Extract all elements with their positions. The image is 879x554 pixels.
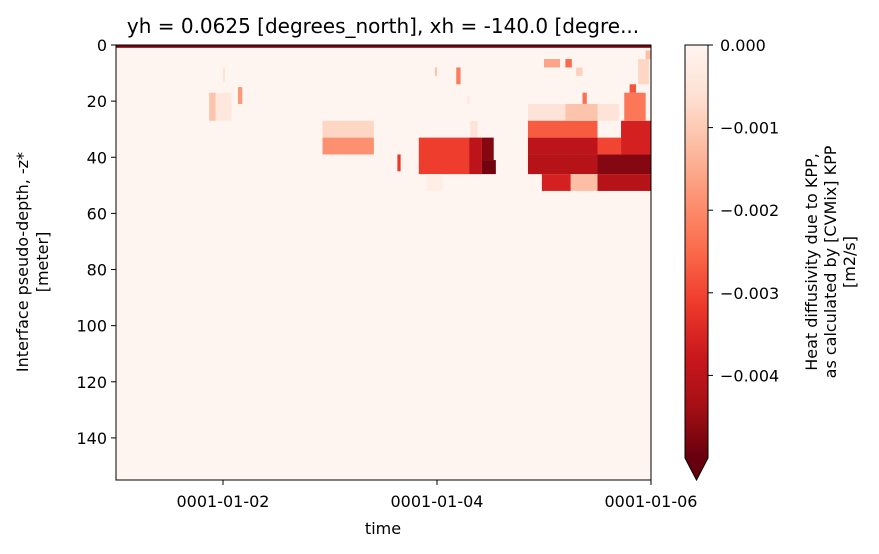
heatmap-cells (116, 45, 651, 191)
heatmap-cell (544, 59, 561, 68)
heatmap-cell (237, 87, 243, 104)
y-tick-label: 60 (87, 204, 107, 223)
heatmap-cell (469, 137, 482, 175)
heatmap-cell (223, 67, 226, 82)
y-tick-label: 140 (76, 429, 107, 448)
heatmap-cell (466, 95, 471, 104)
heatmap-cell (322, 120, 374, 138)
heatmap-cell (209, 92, 216, 121)
x-axis-label: time (365, 519, 401, 538)
heatmap-cell (481, 160, 496, 175)
heatmap-cell (434, 67, 437, 76)
colorbar-gradient (685, 45, 708, 458)
y-tick-label: 0 (97, 36, 107, 55)
colorbar-tick-label: −0.003 (720, 284, 779, 303)
colorbar-tick-label: 0.000 (720, 36, 766, 55)
y-axis-label-line-1: Interface pseudo-depth, -z* (13, 152, 32, 372)
colorbar-frame (684, 44, 709, 482)
colorbar-tick-label: −0.004 (720, 366, 779, 385)
x-axis: 0001-01-02 0001-01-04 0001-01-06 (177, 480, 698, 511)
heatmap-cell (397, 154, 401, 172)
heatmap-cell (470, 120, 478, 138)
heatmap-cell (570, 174, 598, 191)
heatmap-cell (541, 174, 571, 191)
colorbar-label: Heat diffusivity due to KPP, as calculat… (802, 145, 859, 378)
y-tick-label: 120 (76, 373, 107, 392)
heatmap-cell (597, 154, 651, 175)
y-axis: 0 20 40 60 80 100 120 140 (76, 36, 116, 448)
chart-title: yh = 0.0625 [degrees_north], xh = -140.0… (127, 14, 639, 38)
heatmap-cell (456, 67, 461, 85)
x-tick-label: 0001-01-02 (177, 492, 270, 511)
heatmap-cell (527, 154, 598, 175)
heatmap-cell (527, 137, 598, 155)
heatmap-cell (527, 120, 598, 138)
heatmap-cell (621, 120, 651, 155)
heatmap-cell (322, 137, 374, 155)
heatmap-cell (582, 92, 587, 104)
colorbar-ticks: 0.000 −0.001 −0.002 −0.003 −0.004 (708, 36, 779, 385)
colorbar-extend-triangle (685, 458, 708, 480)
colorbar-label-line-3: [m2/s] (840, 236, 859, 288)
y-axis-label-line-2: [meter] (33, 232, 52, 293)
y-tick-label: 20 (87, 92, 107, 111)
y-tick-label: 100 (76, 317, 107, 336)
colorbar-tick-label: −0.002 (720, 201, 779, 220)
x-tick-label: 0001-01-06 (605, 492, 698, 511)
y-axis-label: Interface pseudo-depth, -z* [meter] (13, 152, 52, 372)
heatmap-cell (629, 84, 637, 93)
heatmap-cell (597, 137, 622, 155)
heatmap-cell (565, 103, 598, 121)
heatmap-cell (426, 174, 443, 191)
heatmap-cell (481, 137, 494, 161)
heatmap-cell (645, 50, 651, 60)
y-tick-label: 80 (87, 261, 107, 280)
heatmap-cell (215, 92, 232, 121)
y-tick-label: 40 (87, 148, 107, 167)
colorbar-label-line-2: as calculated by [CVMix] KPP (821, 145, 840, 378)
heatmap-cell (597, 174, 651, 191)
heatmap-cell (565, 59, 572, 68)
plot-frame (115, 44, 652, 481)
heatmap-cell (116, 45, 651, 48)
x-tick-label: 0001-01-04 (391, 492, 484, 511)
heatmap-cell (576, 67, 583, 76)
colorbar-label-line-1: Heat diffusivity due to KPP, (802, 153, 821, 371)
colorbar: 0.000 −0.001 −0.002 −0.003 −0.004 (684, 36, 779, 482)
heatmap-cell (638, 59, 649, 85)
heatmap-cell (624, 92, 646, 121)
colorbar-tick-label: −0.001 (720, 119, 779, 138)
heatmap-cell (418, 137, 470, 175)
